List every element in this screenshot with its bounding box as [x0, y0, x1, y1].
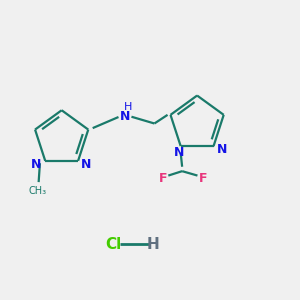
Text: N: N — [31, 158, 42, 171]
Text: N: N — [174, 146, 184, 159]
Text: Cl: Cl — [105, 237, 121, 252]
Text: H: H — [124, 102, 132, 112]
Text: N: N — [217, 143, 228, 156]
Text: N: N — [120, 110, 130, 123]
Text: H: H — [147, 237, 159, 252]
Text: F: F — [199, 172, 207, 185]
Text: N: N — [81, 158, 92, 171]
Text: CH₃: CH₃ — [28, 186, 46, 196]
Text: F: F — [159, 172, 167, 185]
